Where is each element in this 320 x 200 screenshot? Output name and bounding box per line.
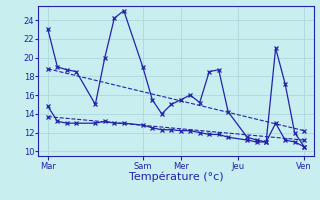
X-axis label: Température (°c): Température (°c) xyxy=(129,172,223,182)
